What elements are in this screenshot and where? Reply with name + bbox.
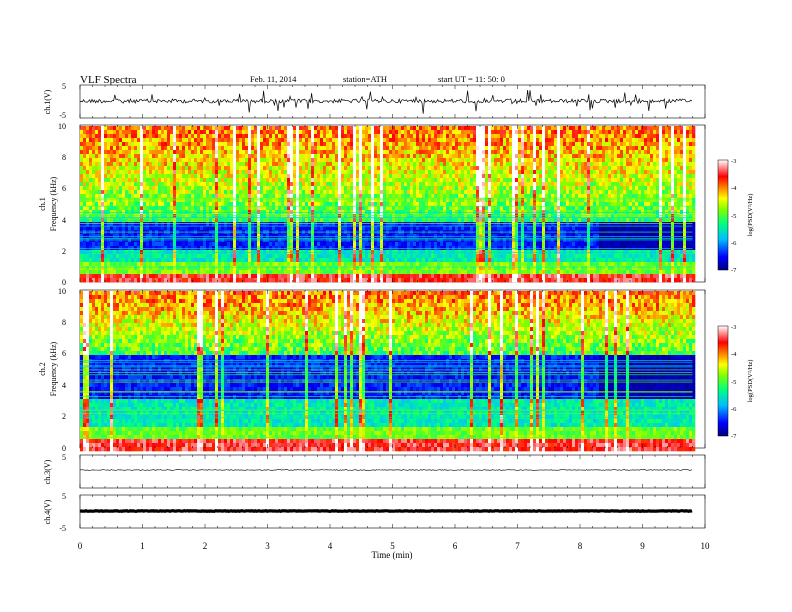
- ch2-channel-label: ch.2: [38, 362, 47, 376]
- ch1-cb-tick-m7: -7: [731, 267, 737, 274]
- ch2-colorbar: -3 -4 -5 -6 -7 log(PSD(V²/Hz): [717, 324, 754, 440]
- ch2-cb-tick-m6: -6: [731, 406, 737, 413]
- ch1-freq-tick-6: 6: [62, 184, 66, 193]
- ch2-freq-tick-0: 0: [62, 444, 66, 453]
- ch2-freq-tick-10: 10: [58, 287, 66, 296]
- ch2-freq-tick-6: 6: [62, 349, 66, 358]
- ch3-panel-frame: [79, 454, 706, 489]
- ch3-waveform-line: [80, 469, 693, 471]
- ch3-ytick-5: 5: [62, 453, 66, 462]
- axis-ticks: [79, 85, 706, 528]
- time-tick-8: 8: [578, 541, 583, 551]
- ch1-panel-frame: [79, 84, 706, 119]
- ch2-frequency-axis-label: Frequency (kHz): [49, 341, 58, 396]
- ch1-colorbar-label: log(PSD(V²/Hz): [747, 194, 754, 237]
- ch2-spectrogram-image: [80, 291, 696, 452]
- ch2-colorbar-scale: [717, 325, 729, 437]
- ch1-spectrogram-image: [80, 126, 696, 283]
- ch4-ytick-neg5: -5: [59, 524, 66, 533]
- figure-title: VLF Spectra: [80, 74, 137, 86]
- ch1-cb-tick-m6: -6: [731, 240, 737, 247]
- ch4-ytick-5: 5: [62, 492, 66, 501]
- time-tick-1: 1: [140, 541, 145, 551]
- ch2-freq-tick-4: 4: [62, 381, 66, 390]
- ch1-freq-tick-8: 8: [62, 153, 66, 162]
- date-label: Feb. 11, 2014: [250, 74, 297, 84]
- ch1-ylabel: ch.1(V): [43, 89, 52, 114]
- ch1-waveform-line: [79, 89, 693, 114]
- ch3-ylabel: ch.3(V): [43, 459, 52, 484]
- ch1-cb-tick-m4: -4: [731, 185, 737, 192]
- time-axis-label: Time (min): [372, 550, 413, 560]
- ch1-ytick-5: 5: [62, 82, 66, 91]
- time-tick-6: 6: [453, 541, 458, 551]
- ch1-ytick-neg5: -5: [59, 111, 66, 120]
- ch2-cb-tick-m4: -4: [731, 351, 737, 358]
- ch2-colorbar-label: log(PSD(V²/Hz): [747, 360, 754, 403]
- ch3-waveform-panel: 5 ch.3(V): [43, 453, 706, 489]
- ch2-freq-tick-2: 2: [62, 412, 66, 421]
- time-tick-7: 7: [515, 541, 520, 551]
- ch1-spectrogram-panel: 0 2 4 6 8 10 ch.1 Frequency (kHz): [38, 122, 706, 287]
- ch2-spectrogram-panel: 0 2 4 6 8 10 ch.2 Frequency (kHz): [38, 287, 706, 453]
- ch1-waveform-panel: 5 -5 ch.1(V): [43, 82, 706, 120]
- start-time-label: start UT = 11: 50: 0: [438, 74, 505, 84]
- time-tick-9: 9: [640, 541, 645, 551]
- ch2-cb-tick-m7: -7: [731, 433, 737, 440]
- ch1-colorbar-scale: [717, 159, 729, 271]
- time-tick-2: 2: [203, 541, 208, 551]
- ch1-cb-tick-m3: -3: [731, 158, 736, 165]
- ch2-cb-tick-m5: -5: [731, 379, 736, 386]
- ch1-freq-tick-0: 0: [62, 278, 66, 287]
- ch4-waveform-line: [79, 508, 693, 514]
- time-tick-0: 0: [78, 541, 83, 551]
- ch2-freq-tick-8: 8: [62, 318, 66, 327]
- ch4-ylabel: ch.4(V): [43, 499, 52, 524]
- ch4-waveform-panel: 5 -5 ch.4(V): [43, 492, 706, 533]
- time-tick-10: 10: [701, 541, 711, 551]
- time-tick-5: 5: [390, 541, 395, 551]
- ch1-channel-label: ch.1: [38, 197, 47, 211]
- time-tick-3: 3: [265, 541, 270, 551]
- ch1-freq-tick-2: 2: [62, 247, 66, 256]
- ch1-freq-tick-4: 4: [62, 216, 66, 225]
- ch1-frequency-axis-label: Frequency (kHz): [49, 176, 58, 231]
- time-tick-4: 4: [328, 541, 333, 551]
- ch1-colorbar: -3 -4 -5 -6 -7 log(PSD(V²/Hz): [717, 158, 754, 274]
- ch1-freq-tick-10: 10: [58, 122, 66, 131]
- station-label: station=ATH: [343, 74, 387, 84]
- time-axis: 0 1 2 3 4 5 6 7 8 9 10 Time (min): [78, 541, 710, 560]
- ch2-cb-tick-m3: -3: [731, 324, 736, 331]
- ch1-cb-tick-m5: -5: [731, 213, 736, 220]
